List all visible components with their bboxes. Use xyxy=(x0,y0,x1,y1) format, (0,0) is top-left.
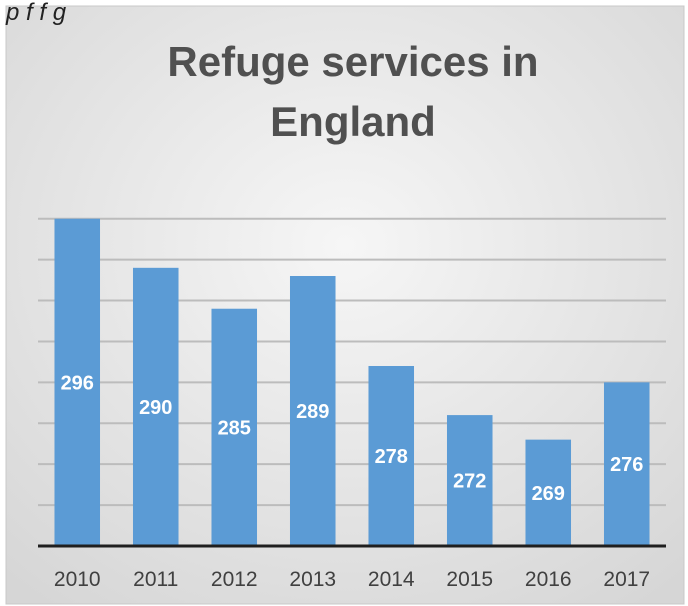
bar-2015 xyxy=(446,415,493,546)
data-label-2016: 269 xyxy=(532,483,565,505)
data-label-2013: 289 xyxy=(296,401,329,423)
x-tick-2011: 2011 xyxy=(133,568,178,591)
bar-2013 xyxy=(289,276,336,546)
x-tick-2016: 2016 xyxy=(525,568,572,591)
x-tick-2013: 2013 xyxy=(289,568,336,591)
data-label-2011: 290 xyxy=(139,397,172,419)
bar-2016 xyxy=(525,439,572,546)
data-label-2010: 296 xyxy=(61,372,94,394)
bar-2010 xyxy=(54,218,101,546)
x-tick-2015: 2015 xyxy=(446,568,493,591)
data-labels: 296 290 285 289 278 272 269 276 xyxy=(61,372,644,504)
x-tick-2017: 2017 xyxy=(603,568,650,591)
bar-2014 xyxy=(368,366,415,546)
x-tick-labels: 2010 2011 2012 2013 2014 2015 2016 2017 xyxy=(54,568,650,591)
bar-2017 xyxy=(603,382,650,546)
caption-fragment: p f f g xyxy=(5,0,67,26)
chart-title-line-2: England xyxy=(270,98,436,145)
x-tick-2010: 2010 xyxy=(54,568,101,591)
bars xyxy=(54,218,650,546)
data-label-2017: 276 xyxy=(610,454,643,476)
chart-title-line-1: Refuge services in xyxy=(167,38,538,85)
data-label-2012: 285 xyxy=(218,417,251,439)
data-label-2014: 278 xyxy=(375,446,408,468)
bar-2012 xyxy=(211,308,258,546)
data-label-2015: 272 xyxy=(453,471,486,493)
x-tick-2012: 2012 xyxy=(211,568,258,591)
bar-2011 xyxy=(132,267,179,546)
x-tick-2014: 2014 xyxy=(368,568,415,591)
chart-background xyxy=(5,5,685,605)
